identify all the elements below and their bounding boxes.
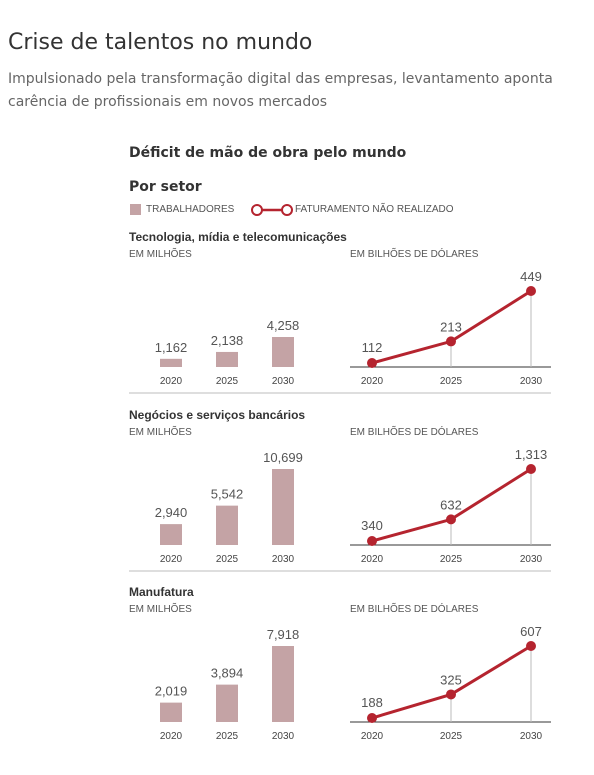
bar [272, 337, 294, 367]
bar-value-label: 2,138 [211, 333, 244, 348]
revenue-point [526, 464, 536, 474]
workers-unit-label: EM MILHÕES [129, 602, 192, 615]
bar-year-label: 2025 [216, 554, 239, 565]
revenue-point [446, 689, 456, 700]
revenue-point [367, 536, 377, 546]
revenue-year-label: 2020 [361, 554, 384, 565]
revenue-value-label: 325 [440, 672, 462, 687]
legend-workers-swatch [130, 204, 141, 215]
revenue-year-label: 2030 [520, 554, 543, 565]
section-label: Por setor [129, 179, 202, 195]
revenue-point [526, 641, 536, 651]
bar-year-label: 2020 [160, 731, 183, 742]
bar [216, 684, 238, 722]
bar-year-label: 2025 [216, 731, 239, 742]
revenue-point [367, 358, 377, 368]
bar-value-label: 7,918 [267, 627, 300, 642]
sector-title: Manufatura [129, 585, 194, 599]
bar-year-label: 2020 [160, 376, 183, 387]
bar [160, 358, 182, 367]
bar-value-label: 10,699 [263, 450, 303, 465]
bar-year-label: 2030 [272, 554, 295, 565]
revenue-value-label: 1,313 [515, 447, 548, 462]
workers-unit-label: EM MILHÕES [129, 425, 192, 438]
sector-title: Tecnologia, mídia e telecomunicações [129, 230, 347, 244]
bar-year-label: 2020 [160, 554, 183, 565]
bar [272, 469, 294, 545]
bar [216, 505, 238, 545]
revenue-value-label: 188 [361, 695, 383, 710]
revenue-value-label: 632 [440, 497, 462, 512]
legend-revenue-swatch [251, 204, 293, 216]
bar-value-label: 5,542 [211, 487, 244, 502]
revenue-value-label: 340 [361, 518, 383, 533]
revenue-year-label: 2025 [440, 731, 463, 742]
bar-value-label: 1,162 [155, 340, 188, 355]
bar-value-label: 2,940 [155, 505, 188, 520]
revenue-value-label: 607 [520, 624, 542, 639]
page-subtitle: Impulsionado pela transformação digital … [8, 71, 553, 110]
bar-value-label: 2,019 [155, 684, 188, 699]
revenue-point [446, 336, 456, 347]
legend-workers-label: TRABALHADORES [146, 204, 235, 215]
revenue-year-label: 2030 [520, 376, 543, 387]
revenue-year-label: 2025 [440, 554, 463, 565]
bar-value-label: 3,894 [211, 666, 244, 681]
bar-year-label: 2030 [272, 731, 295, 742]
revenue-point [526, 286, 536, 296]
bar-year-label: 2030 [272, 376, 295, 387]
bar [272, 646, 294, 722]
revenue-year-label: 2030 [520, 731, 543, 742]
bar [216, 351, 238, 367]
revenue-point [446, 514, 456, 525]
revenue-point [367, 713, 377, 723]
sector-title: Negócios e serviços bancários [129, 408, 305, 422]
revenue-value-label: 449 [520, 269, 542, 284]
revenue-unit-label: EM BILHÕES DE DÓLARES [350, 425, 479, 438]
bar [160, 524, 182, 545]
revenue-year-label: 2020 [361, 376, 384, 387]
revenue-year-label: 2020 [361, 731, 384, 742]
chart-title: Déficit de mão de obra pelo mundo [129, 145, 407, 161]
bar [160, 702, 182, 722]
workers-unit-label: EM MILHÕES [129, 247, 192, 260]
revenue-year-label: 2025 [440, 376, 463, 387]
bar-year-label: 2025 [216, 376, 239, 387]
page-title: Crise de talentos no mundo [8, 30, 313, 55]
legend-revenue-label: FATURAMENTO NÃO REALIZADO [295, 204, 454, 215]
revenue-unit-label: EM BILHÕES DE DÓLARES [350, 602, 479, 615]
revenue-unit-label: EM BILHÕES DE DÓLARES [350, 247, 479, 260]
revenue-value-label: 112 [362, 340, 383, 355]
bar-value-label: 4,258 [267, 318, 300, 333]
revenue-value-label: 213 [440, 319, 462, 334]
